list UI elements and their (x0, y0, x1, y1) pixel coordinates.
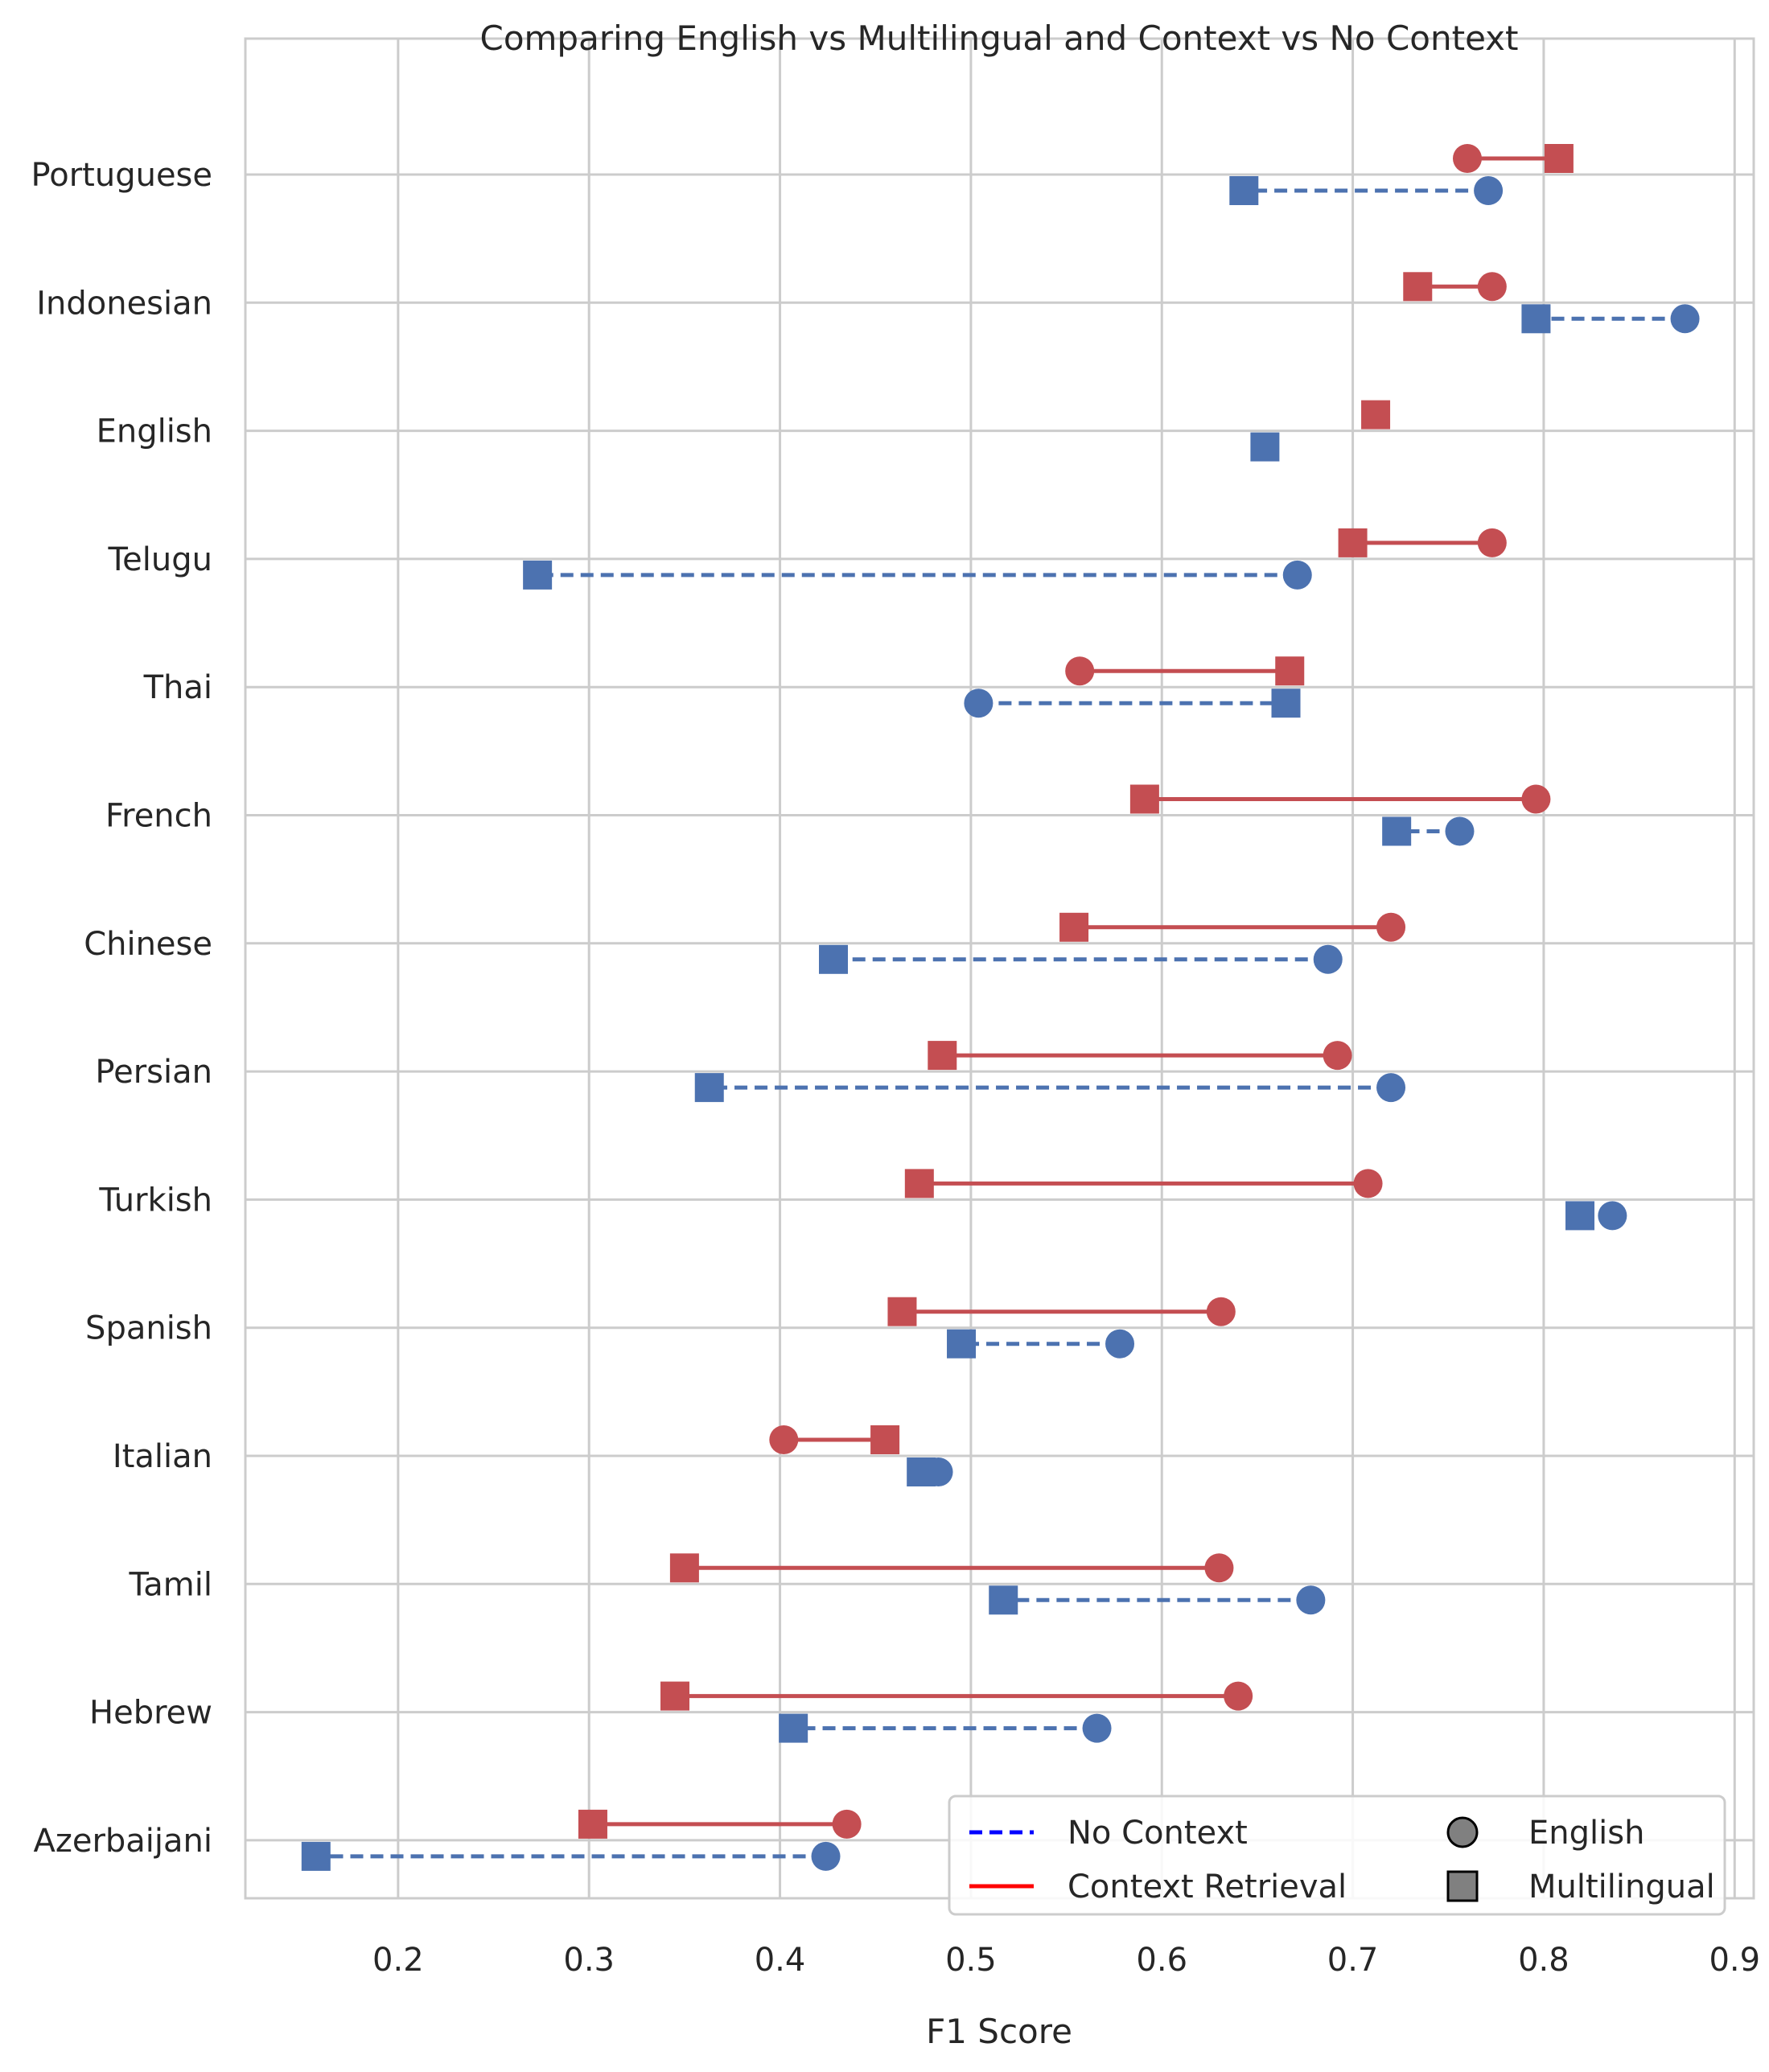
context-multilingual-marker-portuguese (1544, 144, 1574, 173)
x-tick-label: 0.8 (1518, 1942, 1569, 1979)
y-tick-label-english: English (97, 413, 212, 450)
context-multilingual-marker-english (1361, 400, 1391, 430)
no_context-multilingual-marker-indonesian (1521, 304, 1551, 334)
legend-english-label: English (1528, 1815, 1644, 1852)
y-tick-label-french: French (105, 798, 212, 835)
context-english-marker-french (1521, 784, 1551, 814)
x-tick-label: 0.4 (755, 1942, 806, 1979)
context-multilingual-marker-persian (928, 1041, 957, 1071)
legend-multilingual-label: Multilingual (1528, 1868, 1715, 1906)
context-multilingual-marker-spanish (887, 1297, 917, 1326)
context-english-marker-hebrew (1224, 1681, 1253, 1711)
legend-english-swatch (1446, 1816, 1479, 1848)
x-tick-label: 0.9 (1709, 1942, 1760, 1979)
context-multilingual-marker-french (1129, 784, 1159, 814)
no_context-english-marker-thai (964, 689, 994, 718)
no_context-english-marker-italian (924, 1457, 953, 1486)
context-multilingual-marker-italian (870, 1425, 900, 1454)
no_context-multilingual-marker-turkish (1565, 1201, 1595, 1231)
y-tick-label-tamil: Tamil (128, 1566, 212, 1603)
no_context-english-marker-telugu (1282, 560, 1312, 590)
context-english-marker-thai (1065, 656, 1095, 686)
no_context-english-marker-hebrew (1082, 1713, 1112, 1743)
no_context-multilingual-marker-tamil (989, 1585, 1018, 1615)
context-english-marker-portuguese (1452, 144, 1482, 173)
context-multilingual-marker-tamil (669, 1553, 699, 1583)
y-tick-label-thai: Thai (143, 669, 212, 706)
context-english-marker-azerbaijani (832, 1809, 862, 1839)
y-tick-label-telugu: Telugu (108, 541, 212, 578)
no_context-multilingual-marker-persian (694, 1073, 724, 1103)
no_context-multilingual-marker-hebrew (779, 1713, 808, 1743)
x-tick-label: 0.3 (563, 1942, 615, 1979)
context-multilingual-marker-indonesian (1403, 272, 1433, 302)
no_context-english-marker-turkish (1598, 1201, 1627, 1231)
no_context-multilingual-marker-english (1250, 432, 1280, 462)
no_context-english-marker-portuguese (1474, 176, 1504, 205)
no_context-english-marker-french (1445, 816, 1475, 846)
x-tick-label: 0.7 (1327, 1942, 1379, 1979)
context-multilingual-marker-chinese (1059, 912, 1089, 942)
legend-multilingual-swatch (1446, 1870, 1479, 1902)
y-tick-label-persian: Persian (95, 1054, 212, 1091)
no_context-multilingual-marker-spanish (947, 1329, 977, 1359)
axes: 0.2 0.3 0.4 0.5 0.6 0.7 0.8 0.9 Portuguese Indone… (31, 157, 1761, 1979)
no_context-english-marker-azerbaijani (811, 1841, 841, 1871)
context-multilingual-marker-hebrew (660, 1681, 690, 1711)
y-tick-label-hebrew: Hebrew (89, 1695, 212, 1732)
legend: No Context Context Retrieval English Mul… (948, 1794, 1726, 1916)
y-tick-label-spanish: Spanish (85, 1310, 212, 1347)
y-tick-label-indonesian: Indonesian (36, 285, 212, 322)
no_context-english-marker-spanish (1105, 1329, 1135, 1359)
no_context-multilingual-marker-chinese (819, 944, 849, 974)
no_context-english-marker-chinese (1313, 944, 1343, 974)
series (301, 144, 1700, 1871)
no_context-multilingual-marker-thai (1271, 689, 1301, 718)
context-english-marker-persian (1323, 1041, 1352, 1071)
context-english-marker-indonesian (1477, 272, 1507, 302)
context-english-marker-turkish (1353, 1169, 1383, 1198)
y-tick-label-portuguese: Portuguese (31, 157, 212, 194)
no_context-multilingual-marker-telugu (523, 560, 553, 590)
context-english-marker-telugu (1477, 528, 1507, 557)
no_context-english-marker-tamil (1296, 1585, 1326, 1615)
y-tick-label-azerbaijani: Azerbaijani (33, 1823, 212, 1860)
no_context-english-marker-persian (1376, 1073, 1406, 1103)
context-multilingual-marker-azerbaijani (578, 1809, 607, 1839)
context-multilingual-marker-turkish (904, 1169, 934, 1198)
context-english-marker-italian (769, 1425, 799, 1454)
chart-title: Comparing English vs Multilingual and Co… (480, 18, 1519, 58)
no_context-english-marker-indonesian (1670, 304, 1700, 334)
context-multilingual-marker-thai (1275, 656, 1305, 686)
legend-box (948, 1794, 1726, 1916)
x-axis-label: F1 Score (926, 2012, 1072, 2051)
no_context-multilingual-marker-portuguese (1229, 176, 1259, 205)
context-english-marker-spanish (1206, 1297, 1236, 1326)
no_context-multilingual-marker-azerbaijani (301, 1841, 331, 1871)
context-english-marker-chinese (1376, 912, 1406, 942)
x-tick-label: 0.2 (372, 1942, 424, 1979)
legend-no-context-label: No Context (1068, 1815, 1248, 1852)
context-english-marker-tamil (1204, 1553, 1234, 1583)
legend-context-retrieval-label: Context Retrieval (1068, 1868, 1347, 1906)
context-multilingual-marker-telugu (1338, 528, 1368, 557)
x-tick-label: 0.5 (945, 1942, 997, 1979)
y-tick-label-turkish: Turkish (98, 1182, 212, 1219)
x-tick-label: 0.6 (1136, 1942, 1187, 1979)
y-tick-label-chinese: Chinese (84, 926, 212, 963)
no_context-multilingual-marker-french (1382, 816, 1412, 846)
y-tick-label-italian: Italian (113, 1438, 212, 1475)
